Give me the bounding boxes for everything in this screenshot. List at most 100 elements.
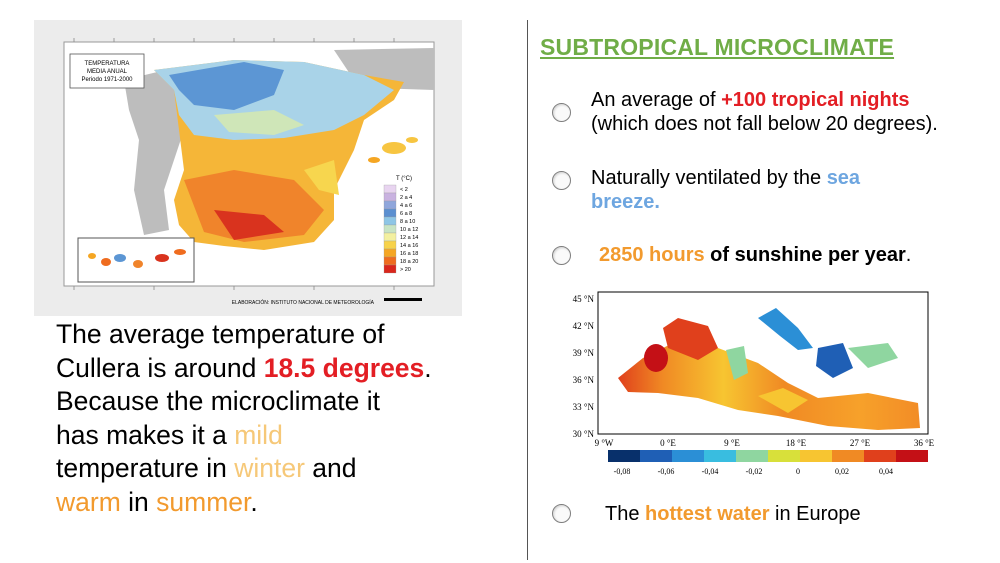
scale-label: -0,08 — [614, 467, 631, 476]
hottest-water-highlight: hottest water — [645, 503, 770, 525]
text: (which does not fall below 20 degrees). — [591, 113, 938, 135]
color-scale: -0,08 -0,06 -0,04 -0,02 0 0,02 0,04 — [608, 450, 928, 476]
scale-label: 0,02 — [835, 467, 849, 476]
scale-swatch — [768, 450, 800, 462]
med-map-svg: 45 °N42 °N39 °N36 °N33 °N30 °N 9 °W 0 °E 9… — [573, 291, 935, 476]
text: The — [605, 503, 646, 525]
word-winter: winter — [234, 453, 305, 483]
text: . — [905, 244, 912, 266]
legend-label: 12 a 14 — [400, 235, 418, 241]
paragraph-line: warm in summer. — [56, 486, 496, 520]
text: of sunshine per year — [704, 244, 906, 266]
latitude-label: 45 °N — [573, 294, 595, 304]
scale-label: -0,04 — [702, 467, 719, 476]
text: An average of — [591, 89, 722, 111]
legend-swatch — [383, 192, 397, 202]
paragraph-line: Cullera is around 18.5 degrees. — [56, 352, 496, 386]
text: . — [250, 486, 258, 517]
scale-swatch — [896, 450, 928, 462]
scale-swatch — [832, 450, 864, 462]
latitude-label: 42 °N — [573, 321, 595, 331]
bullet-circle-icon — [552, 171, 571, 190]
text: in — [120, 486, 157, 517]
latitude-label: 33 °N — [573, 402, 595, 412]
cullera-paragraph: The average temperature of Cullera is ar… — [56, 318, 496, 519]
scale-swatch — [864, 450, 896, 462]
sunshine-hours-highlight: 2850 hours — [599, 244, 705, 266]
scale-swatch — [704, 450, 736, 462]
scale-swatch — [672, 450, 704, 462]
longitude-label: 27 °E — [850, 438, 871, 448]
legend-label: 6 a 8 — [400, 211, 412, 217]
text: Cullera is around — [56, 352, 264, 383]
longitude-label: 18 °E — [786, 438, 807, 448]
bullet-sea-breeze: Naturally ventilated by the sea breeze. — [591, 166, 860, 214]
spain-legend-title-2: MEDIA ANUAL — [87, 69, 128, 75]
scale-label: 0,04 — [879, 467, 893, 476]
word-mild: mild — [234, 419, 283, 450]
legend-label: 16 a 18 — [400, 251, 418, 257]
longitude-label: 9 °E — [724, 438, 740, 448]
latitude-label: 36 °N — [573, 375, 595, 385]
legend-swatch — [383, 208, 397, 218]
scale-label: -0,06 — [658, 467, 675, 476]
vertical-divider — [527, 20, 528, 560]
text: temperature in — [56, 453, 235, 483]
legend-swatch — [383, 216, 397, 226]
legend-label: < 2 — [400, 187, 408, 193]
paragraph-line: temperature in winter and — [56, 452, 496, 486]
legend-label: 18 a 20 — [400, 259, 418, 265]
legend-label: 10 a 12 — [400, 227, 418, 233]
paragraph-line: Because the microclimate it — [56, 385, 496, 419]
bullet-hottest-water: The hottest water in Europe — [605, 502, 861, 526]
scale-swatch — [608, 450, 640, 462]
legend-swatch — [383, 184, 397, 194]
legend-label: > 20 — [400, 267, 411, 273]
legend-swatch — [383, 224, 397, 234]
word-summer: summer — [156, 486, 251, 517]
spain-credit: ELABORACIÓN: INSTITUTO NACIONAL DE METEO… — [232, 299, 375, 306]
legend-swatch — [383, 248, 397, 258]
section-title: SUBTROPICAL MICROCLIMATE — [540, 34, 895, 60]
text: has makes it a — [56, 419, 235, 450]
bullet-circle-icon — [552, 246, 571, 265]
paragraph-line: has makes it a mild — [56, 419, 496, 453]
legend-label: 8 a 10 — [400, 219, 415, 225]
legend-label: 14 a 16 — [400, 243, 418, 249]
spain-color-legend: T (°C) < 2 2 a 4 4 a 6 6 a 8 8 a 10 10 a 12 12 … — [383, 176, 418, 274]
legend-swatch — [383, 232, 397, 242]
bullet-tropical-nights: An average of +100 tropical nights (whic… — [591, 88, 938, 136]
scale-swatch — [736, 450, 768, 462]
sea-highlight: sea — [826, 167, 861, 189]
spain-temperature-map: TEMPERATURA MEDIA ANUAL Periodo 1971-200… — [34, 20, 462, 316]
latitude-label: 30 °N — [573, 429, 595, 439]
text: . — [424, 352, 432, 383]
bullet-sunshine: 2850 hours of sunshine per year. — [599, 243, 911, 267]
spain-legend-title-1: TEMPERATURA — [85, 61, 130, 67]
longitude-label: 0 °E — [660, 438, 676, 448]
spain-legend-title-3: Periodo 1971-2000 — [81, 77, 133, 83]
mediterranean-sea-temperature-map: 45 °N 42 °N 39 °N 36 °N 33 °N 30 °N 9 °W 0 °E 9… — [548, 288, 938, 488]
scale-swatch — [640, 450, 672, 462]
latitude-label: 39 °N — [573, 348, 595, 358]
word-warm: warm — [56, 486, 121, 517]
scale-label: -0,02 — [746, 467, 763, 476]
tropical-nights-highlight: +100 tropical nights — [721, 89, 910, 111]
latitude-labels: 45 °N 42 °N 39 °N 36 °N 33 °N 30 °N — [573, 294, 595, 439]
breeze-highlight: breeze. — [591, 191, 660, 213]
spain-map-svg: TEMPERATURA MEDIA ANUAL Periodo 1971-200… — [34, 20, 462, 316]
text: Naturally ventilated by the — [591, 167, 827, 189]
legend-unit: T (°C) — [396, 176, 412, 182]
paragraph-line: The average temperature of — [56, 318, 496, 352]
bullet-circle-icon — [552, 103, 571, 122]
legend-swatch — [383, 256, 397, 266]
legend-label: 4 a 6 — [400, 203, 412, 209]
legend-swatch — [383, 264, 397, 274]
text: Because the microclimate it — [56, 386, 381, 416]
text: and — [304, 453, 357, 483]
text: The average temperature of — [56, 319, 385, 349]
longitude-label: 36 °E — [914, 438, 935, 448]
legend-swatch — [383, 200, 397, 210]
legend-swatch — [383, 240, 397, 250]
text: in Europe — [769, 503, 861, 525]
